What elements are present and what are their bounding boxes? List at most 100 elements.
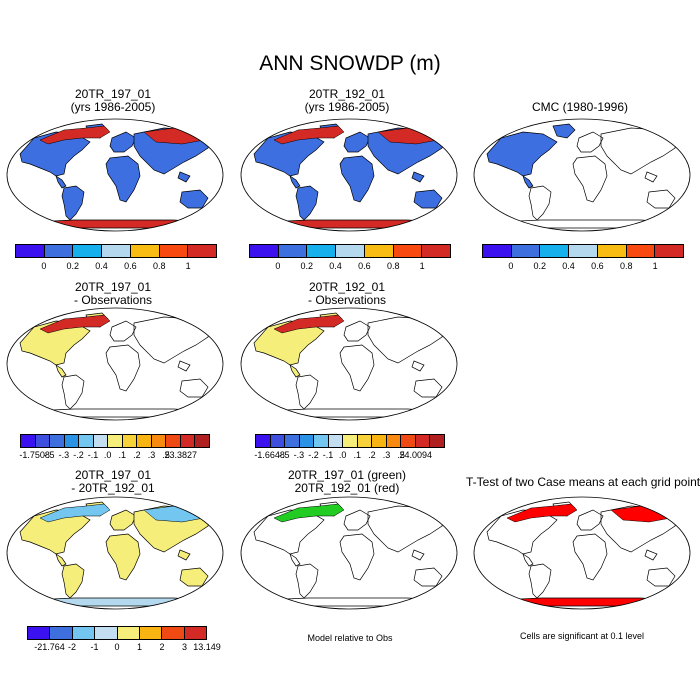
colorbar-tick-label: 0.2 (66, 261, 79, 271)
colorbar-swatch (278, 245, 308, 257)
colorbar-swatch (102, 245, 131, 257)
continent-africa (105, 344, 141, 392)
colorbar-tick-label: 23.3827 (164, 450, 198, 460)
colorbar-labels-4: -1.7508 -.5 -.3 -.2 -.1 .0 .1 .2 .3 .5 23.3827 (19, 450, 210, 462)
panel-title-4-line2: - Observations (73, 293, 153, 307)
snow-region-arctic (39, 125, 111, 145)
colorbar-tick-label: -1 (90, 642, 99, 652)
continent-africa (339, 344, 375, 392)
map-panel-4 (6, 307, 224, 421)
colorbar-swatch (184, 627, 206, 639)
colorbar-swatch (166, 435, 181, 447)
colorbar-tick-label: -.3 (293, 450, 305, 460)
colorbar-swatch (50, 627, 73, 639)
colorbar-tick-label: 0.8 (387, 261, 400, 271)
colorbar-tick-label: 0.4 (329, 261, 342, 271)
colorbar-tick-label: 0.4 (562, 261, 575, 271)
colorbar-tick-label: 0 (508, 261, 514, 271)
colorbar-tick-label: -1.7508 (19, 450, 50, 460)
colorbar-swatch (73, 245, 103, 257)
colorbar-swatch (364, 245, 394, 257)
map-panel-8 (240, 496, 458, 610)
continent-seasia (644, 171, 658, 183)
colorbar-swatch (159, 245, 189, 257)
continent-seasia (644, 549, 658, 561)
colorbar-tick-label: -.5 (278, 450, 290, 460)
colorbar-swatch (511, 245, 541, 257)
continent-seasia (177, 171, 191, 183)
continent-africa (105, 533, 141, 581)
continent-europe (576, 509, 604, 531)
continent-africa (339, 155, 375, 203)
significance-note: Cells are significant at 0.1 level (519, 631, 645, 641)
colorbar-tick-label: 0.2 (300, 261, 313, 271)
continent-greenland (552, 123, 576, 139)
continent-camerica (55, 175, 67, 189)
colorbar-labels-1: 0 0.2 0.4 0.6 0.8 1 (15, 261, 217, 273)
panel-title-2-line1: 20TR_192_01 (308, 87, 386, 101)
continent-antarctica (497, 219, 669, 229)
colorbar-tick-label: .1 (353, 450, 362, 460)
colorbar-tick-label: .5 (162, 450, 170, 460)
continent-australia (179, 567, 209, 587)
panel-title-5: 20TR_192_01 - Observations (242, 281, 452, 307)
colorbar-tick-label: -2 (67, 642, 77, 652)
colorbar-swatch (137, 435, 152, 447)
colorbar-swatch (336, 245, 365, 257)
continent-seasia (411, 360, 425, 372)
snow-region-arctic (506, 503, 578, 523)
continent-europe (576, 131, 604, 153)
colorbar-labels-2: 0 0.2 0.4 0.6 0.8 1 (249, 261, 451, 273)
map-panel-5 (240, 307, 458, 421)
colorbar-panel-5 (255, 434, 445, 448)
continent-australia (179, 378, 209, 398)
continent-europe (343, 131, 371, 153)
map-panel-1 (6, 118, 224, 232)
colorbar-panel-2 (249, 244, 451, 258)
continent-asia (133, 316, 211, 364)
continent-antarctica (264, 219, 436, 229)
map-border (6, 118, 224, 232)
panel-title-2: 20TR_192_01 (yrs 1986-2005) (242, 88, 452, 114)
continent-asia (367, 505, 445, 553)
continent-samerica (528, 185, 552, 221)
colorbar-tick-label: -.5 (43, 450, 55, 460)
panel-title-5-line2: - Observations (307, 293, 387, 307)
map-panel-2 (240, 118, 458, 232)
continent-namerica (486, 131, 558, 177)
continent-africa (572, 155, 608, 203)
panel-title-2-line2: (yrs 1986-2005) (304, 100, 390, 114)
colorbar-swatch (626, 245, 656, 257)
continent-seasia (411, 171, 425, 183)
continent-australia (646, 567, 676, 587)
colorbar-swatch (50, 435, 65, 447)
continent-antarctica (264, 408, 436, 418)
panel-title-5-line1: 20TR_192_01 (308, 280, 386, 294)
map-panel-9 (473, 496, 691, 610)
colorbar-swatch (44, 245, 74, 257)
colorbar-swatch (655, 245, 684, 257)
colorbar-tick-label: 1 (185, 261, 191, 271)
colorbar-tick-label: -.1 (87, 450, 99, 460)
colorbar-labels-5: -1.6648 -.5 -.3 -.2 -.1 .0 .1 .2 .3 .5 24.0094 (254, 450, 445, 462)
colorbar-tick-label: -1.6648 (254, 450, 285, 460)
colorbar-tick-label: 0.6 (591, 261, 604, 271)
continent-samerica (61, 374, 85, 410)
colorbar-tick-label: .0 (103, 450, 112, 460)
panel-title-8-line1: 20TR_197_01 (green) (287, 468, 407, 482)
continent-antarctica (264, 597, 436, 607)
colorbar-swatch (386, 435, 402, 447)
map-border (473, 118, 691, 232)
colorbar-swatch (139, 627, 163, 639)
colorbar-swatch (72, 627, 96, 639)
continent-asia (367, 316, 445, 364)
colorbar-swatch (162, 627, 185, 639)
panel-title-3: CMC (1980-1996) (475, 101, 685, 114)
continent-camerica (55, 364, 67, 378)
colorbar-swatch (35, 435, 51, 447)
colorbar-tick-label: 13.149 (193, 642, 221, 652)
colorbar-swatch (93, 435, 109, 447)
colorbar-tick-label: 0.8 (620, 261, 633, 271)
colorbar-panel-1 (15, 244, 217, 258)
colorbar-swatch (372, 435, 387, 447)
